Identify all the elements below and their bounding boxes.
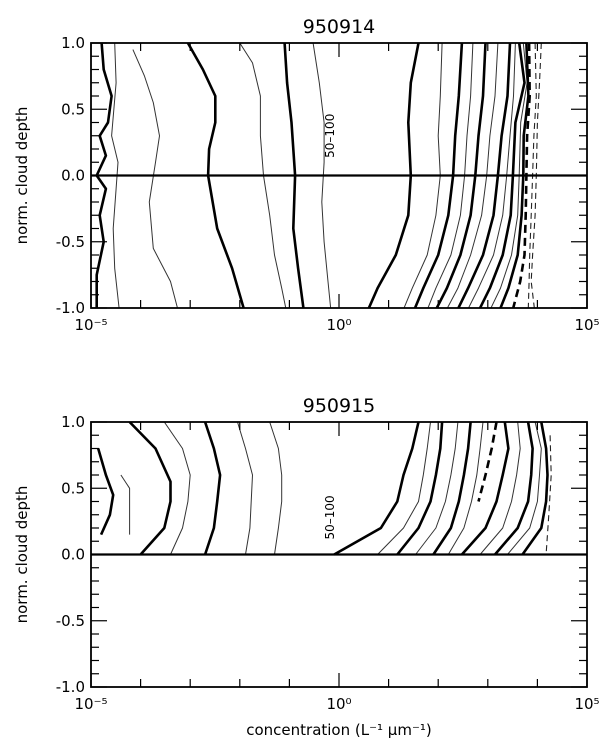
x-tick-label: 10⁵	[574, 316, 599, 334]
x-tick-label: 10⁻⁵	[74, 695, 107, 713]
series-line-12	[435, 43, 487, 308]
x-tick-label: 10⁻⁵	[74, 316, 107, 334]
series-line-9	[377, 422, 431, 555]
series-line-5	[239, 43, 287, 308]
series-line-16	[478, 43, 526, 308]
series-line-13	[447, 422, 484, 555]
y-tick-label: -0.5	[56, 612, 85, 630]
x-tick-label: 10⁰	[326, 695, 351, 713]
series-line-15	[467, 43, 516, 308]
y-tick-label: 0.0	[61, 167, 85, 185]
series-line-7	[269, 422, 283, 555]
series-line-4	[186, 43, 245, 308]
series-line-19	[521, 422, 549, 556]
size-bin-label: 50–100	[323, 114, 337, 158]
y-tick-label: 1.0	[61, 413, 85, 431]
series-line-15	[460, 422, 510, 556]
series-line-5	[203, 422, 222, 555]
series-line-10	[396, 422, 444, 556]
series-line-8	[333, 422, 420, 556]
y-tick-label: 0.0	[61, 546, 85, 564]
series-group	[96, 422, 552, 556]
series-line-20	[527, 43, 537, 308]
series-line-14	[456, 43, 512, 308]
y-tick-label: -1.0	[56, 299, 85, 317]
series-line-19	[511, 43, 531, 308]
size-bin-label: 50–100	[323, 495, 337, 539]
y-tick-label: -1.0	[56, 678, 85, 696]
series-line-4	[163, 422, 191, 555]
y-tick-label: -0.5	[56, 233, 85, 251]
series-line-10	[413, 43, 464, 308]
series-line-14	[477, 422, 498, 502]
series-line-18	[507, 422, 542, 555]
series-line-8	[367, 43, 420, 308]
panel-950915: 950915 1.0 0.5 0.0 -0.5 -1.010⁻⁵ 10⁰ 10⁵ 50–100 n…	[13, 395, 600, 739]
series-line-3	[128, 422, 172, 556]
y-tick-label: 0.5	[61, 479, 85, 497]
series-line-13	[446, 43, 499, 308]
series-line-12	[432, 422, 472, 556]
series-line-1	[95, 43, 113, 308]
series-line-17	[494, 422, 534, 556]
panel-950914: 950914 1.0 0.5 0.0 -0.5 -1.010⁻⁵ 10⁰ 10⁵ 50–100 n…	[13, 16, 600, 334]
y-tick-label: 1.0	[61, 34, 85, 52]
series-line-9	[403, 43, 443, 308]
series-line-3	[132, 49, 178, 308]
panel-title: 950914	[303, 16, 376, 38]
series-line-6	[283, 43, 305, 308]
x-tick-label: 10⁰	[326, 316, 351, 334]
series-line-18	[499, 43, 530, 308]
series-line-16	[479, 422, 521, 555]
series-line-21	[530, 43, 542, 308]
x-tick-label: 10⁵	[574, 695, 599, 713]
series-line-11	[427, 43, 474, 308]
y-axis-label: norm. cloud depth	[13, 486, 31, 624]
series-line-1	[96, 448, 115, 536]
x-axis-label: concentration (L⁻¹ μm⁻¹)	[246, 721, 432, 739]
panel-title: 950915	[303, 395, 376, 417]
y-axis-label: norm. cloud depth	[13, 107, 31, 245]
series-line-6	[237, 422, 253, 555]
series-line-2	[120, 474, 131, 535]
series-line-17	[490, 43, 528, 308]
series-line-7	[312, 43, 332, 308]
series-line-11	[415, 422, 459, 555]
series-line-2	[111, 43, 120, 308]
y-tick-label: 0.5	[61, 100, 85, 118]
